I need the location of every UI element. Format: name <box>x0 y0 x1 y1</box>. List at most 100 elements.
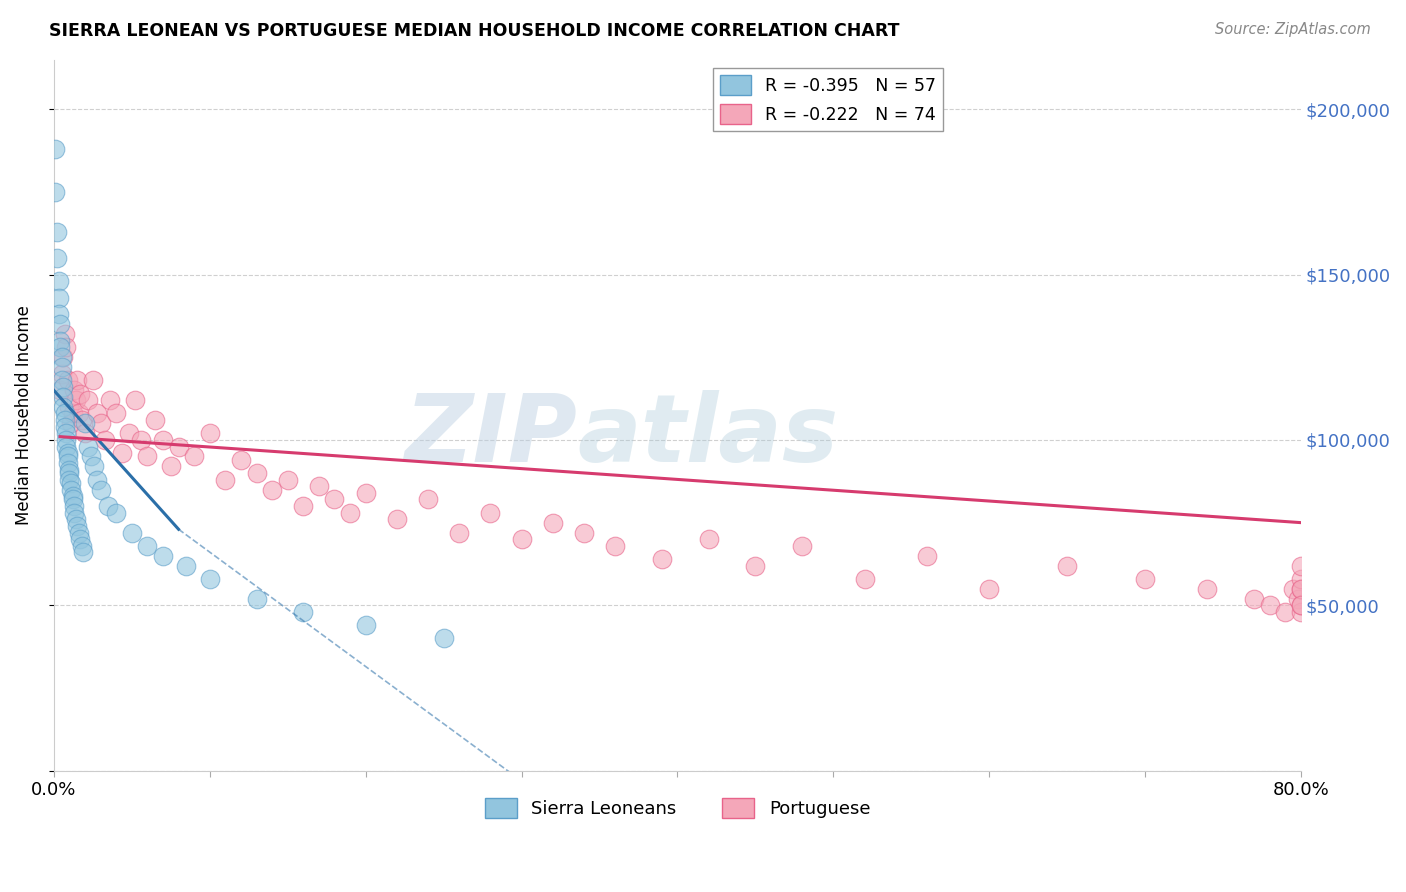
Point <box>262 483 284 497</box>
Point <box>214 473 236 487</box>
Point <box>697 532 720 546</box>
Y-axis label: Median Household Income: Median Household Income <box>15 305 32 525</box>
Point <box>1056 558 1078 573</box>
Point <box>98 393 121 408</box>
Point <box>55 433 77 447</box>
Point <box>198 426 221 441</box>
Text: Source: ZipAtlas.com: Source: ZipAtlas.com <box>1215 22 1371 37</box>
Point <box>915 549 938 563</box>
Point <box>77 440 100 454</box>
Point <box>432 632 454 646</box>
Point <box>69 532 91 546</box>
Point <box>59 417 82 431</box>
Point <box>292 605 315 619</box>
Point <box>51 360 73 375</box>
Point <box>67 407 90 421</box>
Point <box>1289 582 1312 596</box>
Point <box>245 466 267 480</box>
Point <box>198 572 221 586</box>
Point <box>129 433 152 447</box>
Point <box>292 499 315 513</box>
Point <box>121 525 143 540</box>
Point <box>49 340 72 354</box>
Point <box>58 400 80 414</box>
Text: ZIP: ZIP <box>405 391 578 483</box>
Point <box>66 373 89 387</box>
Point <box>229 452 252 467</box>
Point <box>56 450 79 464</box>
Point <box>339 506 361 520</box>
Point <box>53 413 76 427</box>
Point <box>58 463 80 477</box>
Point <box>44 185 66 199</box>
Point <box>354 618 377 632</box>
Point <box>603 539 626 553</box>
Point <box>308 479 330 493</box>
Point <box>66 519 89 533</box>
Point <box>53 419 76 434</box>
Point <box>97 499 120 513</box>
Point <box>52 380 75 394</box>
Point <box>80 450 103 464</box>
Point <box>744 558 766 573</box>
Point <box>55 426 77 441</box>
Point <box>792 539 814 553</box>
Point <box>124 393 146 408</box>
Legend: Sierra Leoneans, Portuguese: Sierra Leoneans, Portuguese <box>477 790 877 826</box>
Point <box>72 545 94 559</box>
Point <box>572 525 595 540</box>
Point <box>1243 591 1265 606</box>
Point <box>152 549 174 563</box>
Point <box>49 317 72 331</box>
Point <box>62 489 84 503</box>
Point <box>1289 605 1312 619</box>
Point <box>59 483 82 497</box>
Point <box>176 558 198 573</box>
Point <box>479 506 502 520</box>
Point <box>63 506 86 520</box>
Point <box>73 417 96 431</box>
Point <box>70 413 93 427</box>
Point <box>48 307 70 321</box>
Point <box>136 450 159 464</box>
Point <box>1133 572 1156 586</box>
Point <box>1286 591 1309 606</box>
Point <box>94 433 117 447</box>
Point <box>143 413 166 427</box>
Point <box>52 390 75 404</box>
Point <box>52 400 75 414</box>
Point <box>1197 582 1219 596</box>
Point <box>46 251 69 265</box>
Point <box>49 334 72 348</box>
Point <box>159 459 181 474</box>
Point <box>385 512 408 526</box>
Point <box>167 440 190 454</box>
Point <box>183 450 205 464</box>
Point <box>105 407 128 421</box>
Point <box>1289 558 1312 573</box>
Point <box>55 340 77 354</box>
Point <box>77 393 100 408</box>
Point <box>416 492 439 507</box>
Point <box>52 351 75 365</box>
Point <box>56 446 79 460</box>
Point <box>354 486 377 500</box>
Point <box>56 373 79 387</box>
Point <box>62 492 84 507</box>
Point <box>853 572 876 586</box>
Text: atlas: atlas <box>578 391 839 483</box>
Point <box>651 552 673 566</box>
Point <box>67 525 90 540</box>
Point <box>51 351 73 365</box>
Point <box>90 483 112 497</box>
Point <box>58 473 80 487</box>
Point <box>1282 582 1305 596</box>
Point <box>323 492 346 507</box>
Point <box>118 426 141 441</box>
Point <box>49 384 72 398</box>
Point <box>152 433 174 447</box>
Point <box>53 407 76 421</box>
Point <box>1258 599 1281 613</box>
Point <box>53 327 76 342</box>
Point <box>48 291 70 305</box>
